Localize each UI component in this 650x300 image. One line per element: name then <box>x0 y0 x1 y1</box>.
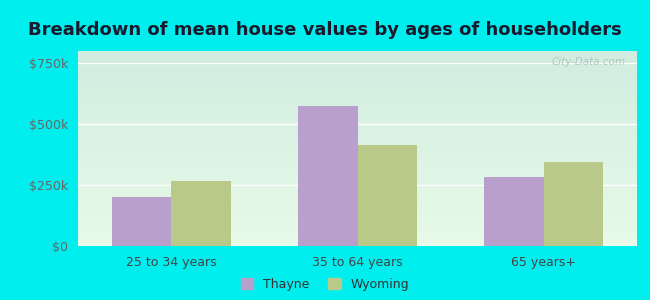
Legend: Thayne, Wyoming: Thayne, Wyoming <box>240 278 410 291</box>
Bar <box>358 145 417 246</box>
Bar <box>544 162 603 246</box>
Text: Breakdown of mean house values by ages of householders: Breakdown of mean house values by ages o… <box>28 21 622 39</box>
Bar <box>298 106 358 246</box>
Bar <box>171 181 231 246</box>
Bar <box>112 197 171 246</box>
Text: City-Data.com: City-Data.com <box>552 57 626 67</box>
Bar <box>484 176 544 246</box>
